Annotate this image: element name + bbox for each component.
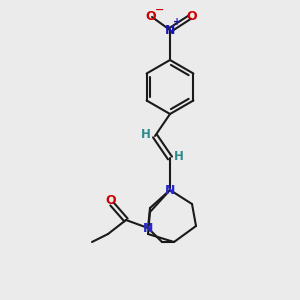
Text: O: O [146,10,156,22]
Text: O: O [187,10,197,22]
Text: −: − [155,5,165,15]
Text: H: H [141,128,151,140]
Text: H: H [174,149,184,163]
Text: N: N [165,23,175,37]
Text: +: + [173,17,181,27]
Text: N: N [165,184,175,196]
Text: N: N [143,221,153,235]
Text: O: O [106,194,116,208]
